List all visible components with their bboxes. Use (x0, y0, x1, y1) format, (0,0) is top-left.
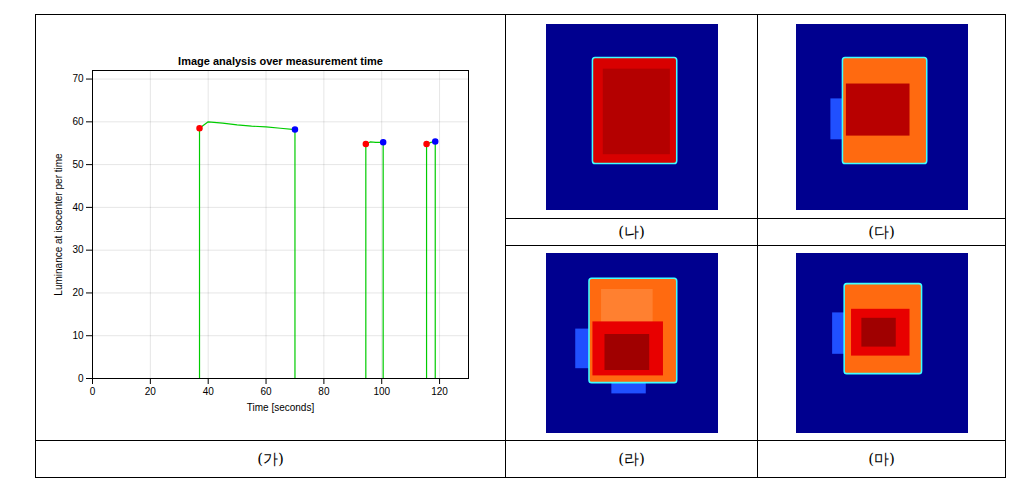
html-text:(마): (마) (868, 449, 895, 468)
svg-text:120: 120 (431, 385, 448, 396)
html-text:(라): (라) (618, 449, 645, 468)
svg-text:10: 10 (72, 329, 84, 340)
html-text:(나): (나) (618, 222, 645, 241)
svg-text:40: 40 (203, 385, 215, 396)
svg-text:30: 30 (72, 244, 84, 255)
svg-text:80: 80 (318, 385, 330, 396)
svg-text:Image analysis over measuremen: Image analysis over measurement time (178, 54, 383, 66)
svg-text:60: 60 (72, 116, 84, 127)
svg-text:Luminance at isocenter per tim: Luminance at isocenter per time (53, 152, 64, 295)
svg-text:40: 40 (72, 201, 84, 212)
html-text:(가): (가) (257, 449, 284, 468)
svg-text:100: 100 (373, 385, 390, 396)
svg-text:0: 0 (78, 372, 84, 383)
svg-text:20: 20 (145, 385, 157, 396)
svg-text:Time [seconds]: Time [seconds] (247, 401, 315, 412)
html-text:(다): (다) (868, 222, 895, 241)
svg-text:20: 20 (72, 287, 84, 298)
svg-text:70: 70 (72, 73, 84, 84)
svg-text:0: 0 (90, 385, 96, 396)
svg-text:60: 60 (260, 385, 272, 396)
svg-text:50: 50 (72, 158, 84, 169)
